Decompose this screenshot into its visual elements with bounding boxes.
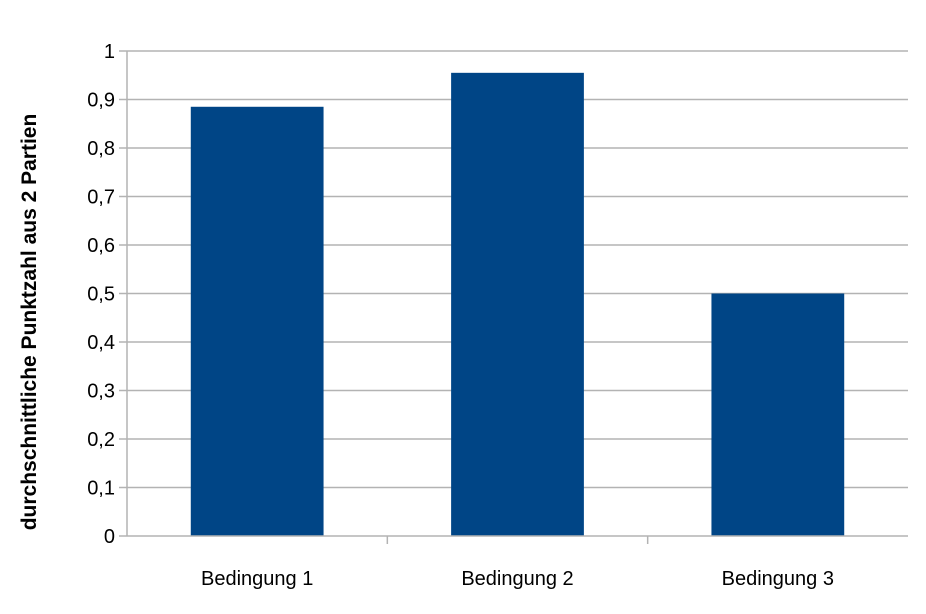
bar-3 [711,293,845,536]
y-tick-label: 1 [104,41,115,63]
y-tick-labels: 0 0,1 0,2 0,3 0,4 0,5 0,6 0,7 0,8 0,9 1 [87,41,115,548]
x-tick-label: Bedingung 3 [722,568,834,590]
y-tick-label: 0,2 [87,429,115,451]
y-tick-label: 0,3 [87,381,115,403]
bar-1 [190,106,324,537]
y-tick-label: 0,9 [87,90,115,112]
y-tick-label: 0,6 [87,235,115,257]
y-tick-label: 0,8 [87,138,115,160]
y-tick-label: 0,4 [87,332,115,354]
x-tick-labels: Bedingung 1 Bedingung 2 Bedingung 3 [201,568,834,590]
y-tick-label: 0 [104,526,115,548]
y-tick-label: 0,5 [87,284,115,306]
y-tick-label: 0,7 [87,187,115,209]
x-tick-label: Bedingung 1 [201,568,313,590]
bars [190,72,845,537]
bar-2 [451,72,584,536]
axes [126,51,908,537]
y-axis-title: durchschnittliche Punktzahl aus 2 Partie… [18,114,41,531]
y-tick-label: 0,1 [87,478,115,500]
x-tick-label: Bedingung 2 [461,568,573,590]
